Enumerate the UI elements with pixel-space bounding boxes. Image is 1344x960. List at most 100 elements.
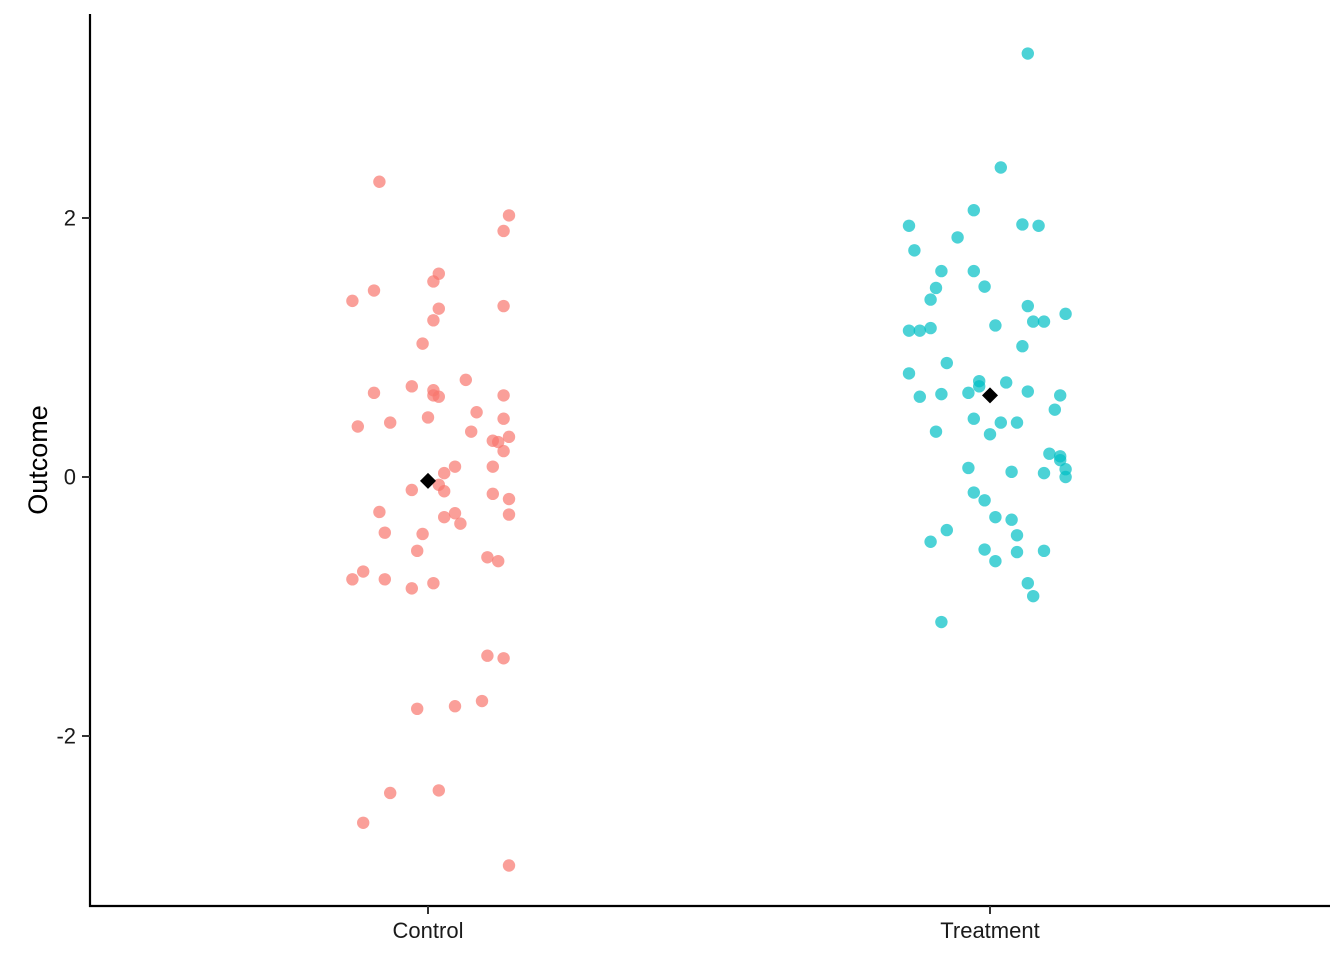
data-point-control (448, 460, 462, 473)
data-point-control (416, 527, 429, 541)
data-point-treatment (908, 244, 921, 257)
data-point-treatment (989, 319, 1002, 332)
data-point-control (357, 816, 370, 829)
data-point-treatment (1021, 299, 1034, 313)
data-point-treatment (924, 293, 937, 306)
data-point-treatment (983, 428, 997, 441)
data-point-treatment (1048, 403, 1062, 416)
data-point-treatment (940, 523, 953, 537)
data-point-control (432, 390, 445, 403)
x-tick-label-control: Control (393, 918, 464, 943)
data-point-control (475, 694, 489, 708)
data-point-treatment (1059, 307, 1072, 321)
data-point-control (432, 784, 445, 797)
data-point-treatment (989, 510, 1002, 524)
data-point-control (459, 373, 472, 387)
data-point-control (486, 460, 499, 473)
y-tick-label: 2 (64, 206, 76, 231)
data-point-treatment (929, 425, 943, 438)
data-point-control (411, 702, 424, 716)
data-point-control (346, 294, 359, 308)
data-point-treatment (1043, 447, 1056, 460)
data-point-treatment (1032, 219, 1045, 232)
data-point-control (427, 314, 440, 327)
data-point-treatment (940, 356, 953, 370)
data-point-treatment (1010, 545, 1024, 559)
data-point-control (421, 411, 435, 424)
x-tick-label-treatment: Treatment (940, 918, 1039, 943)
data-point-control (367, 284, 381, 297)
data-point-treatment (902, 219, 916, 232)
data-point-treatment (1005, 465, 1018, 479)
data-point-treatment (978, 280, 991, 293)
data-point-control (384, 786, 397, 800)
mean-marker-control (420, 472, 436, 489)
data-point-treatment (1021, 47, 1034, 60)
data-point-treatment (913, 324, 926, 337)
data-point-control (373, 505, 386, 519)
data-point-control (502, 209, 516, 222)
data-point-treatment (1027, 589, 1040, 603)
data-point-treatment (994, 161, 1007, 174)
data-point-treatment (1037, 466, 1051, 480)
data-point-treatment (1010, 416, 1024, 429)
data-point-treatment (967, 204, 980, 217)
data-point-control (486, 487, 499, 501)
data-point-control (448, 700, 462, 713)
data-point-control (432, 302, 445, 315)
data-point-treatment (973, 374, 986, 388)
data-point-treatment (1037, 544, 1051, 558)
data-point-treatment (967, 264, 980, 278)
data-point-treatment (935, 615, 948, 629)
data-point-control (346, 573, 359, 586)
data-point-treatment (924, 321, 937, 335)
y-tick-label: 0 (64, 465, 76, 490)
data-point-control (405, 380, 418, 393)
data-point-treatment (935, 264, 948, 278)
points-layer (346, 47, 1072, 872)
data-point-control (378, 526, 391, 539)
data-point-treatment (924, 535, 937, 548)
data-point-control (405, 483, 418, 497)
data-point-control (497, 652, 510, 665)
data-point-control (497, 412, 510, 425)
data-point-control (470, 406, 483, 419)
data-point-treatment (1016, 218, 1029, 231)
data-point-control (502, 508, 516, 521)
data-point-treatment (962, 461, 975, 475)
data-point-treatment (1037, 315, 1051, 328)
y-axis-title: Outcome (23, 405, 53, 515)
data-point-treatment (967, 412, 980, 425)
data-point-treatment (967, 486, 980, 499)
data-point-treatment (962, 386, 975, 400)
means-layer (420, 387, 998, 489)
data-point-control (357, 565, 370, 578)
data-point-control (351, 420, 364, 433)
data-point-treatment (1016, 340, 1029, 353)
data-point-control (405, 582, 418, 595)
data-point-treatment (1054, 389, 1067, 402)
y-axis-ticks: -2 0 2 (56, 206, 90, 749)
data-point-treatment (978, 543, 991, 556)
data-point-treatment (913, 390, 926, 403)
x-axis-ticks: Control Treatment (393, 906, 1040, 943)
data-point-control (454, 517, 467, 530)
data-point-treatment (1000, 376, 1013, 389)
data-point-control (502, 492, 516, 506)
data-point-control (492, 435, 505, 449)
data-point-control (497, 299, 510, 313)
data-point-control (492, 554, 505, 568)
data-point-treatment (1010, 529, 1024, 542)
data-point-treatment (978, 494, 991, 507)
data-point-control (438, 466, 451, 480)
data-point-treatment (1059, 463, 1072, 476)
data-point-treatment (1054, 450, 1067, 463)
data-point-control (411, 544, 424, 558)
data-point-control (432, 267, 445, 280)
data-point-control (384, 416, 397, 429)
y-tick-label: -2 (56, 724, 76, 749)
data-point-control (373, 175, 386, 188)
data-point-treatment (1005, 513, 1018, 526)
data-point-treatment (935, 387, 948, 401)
